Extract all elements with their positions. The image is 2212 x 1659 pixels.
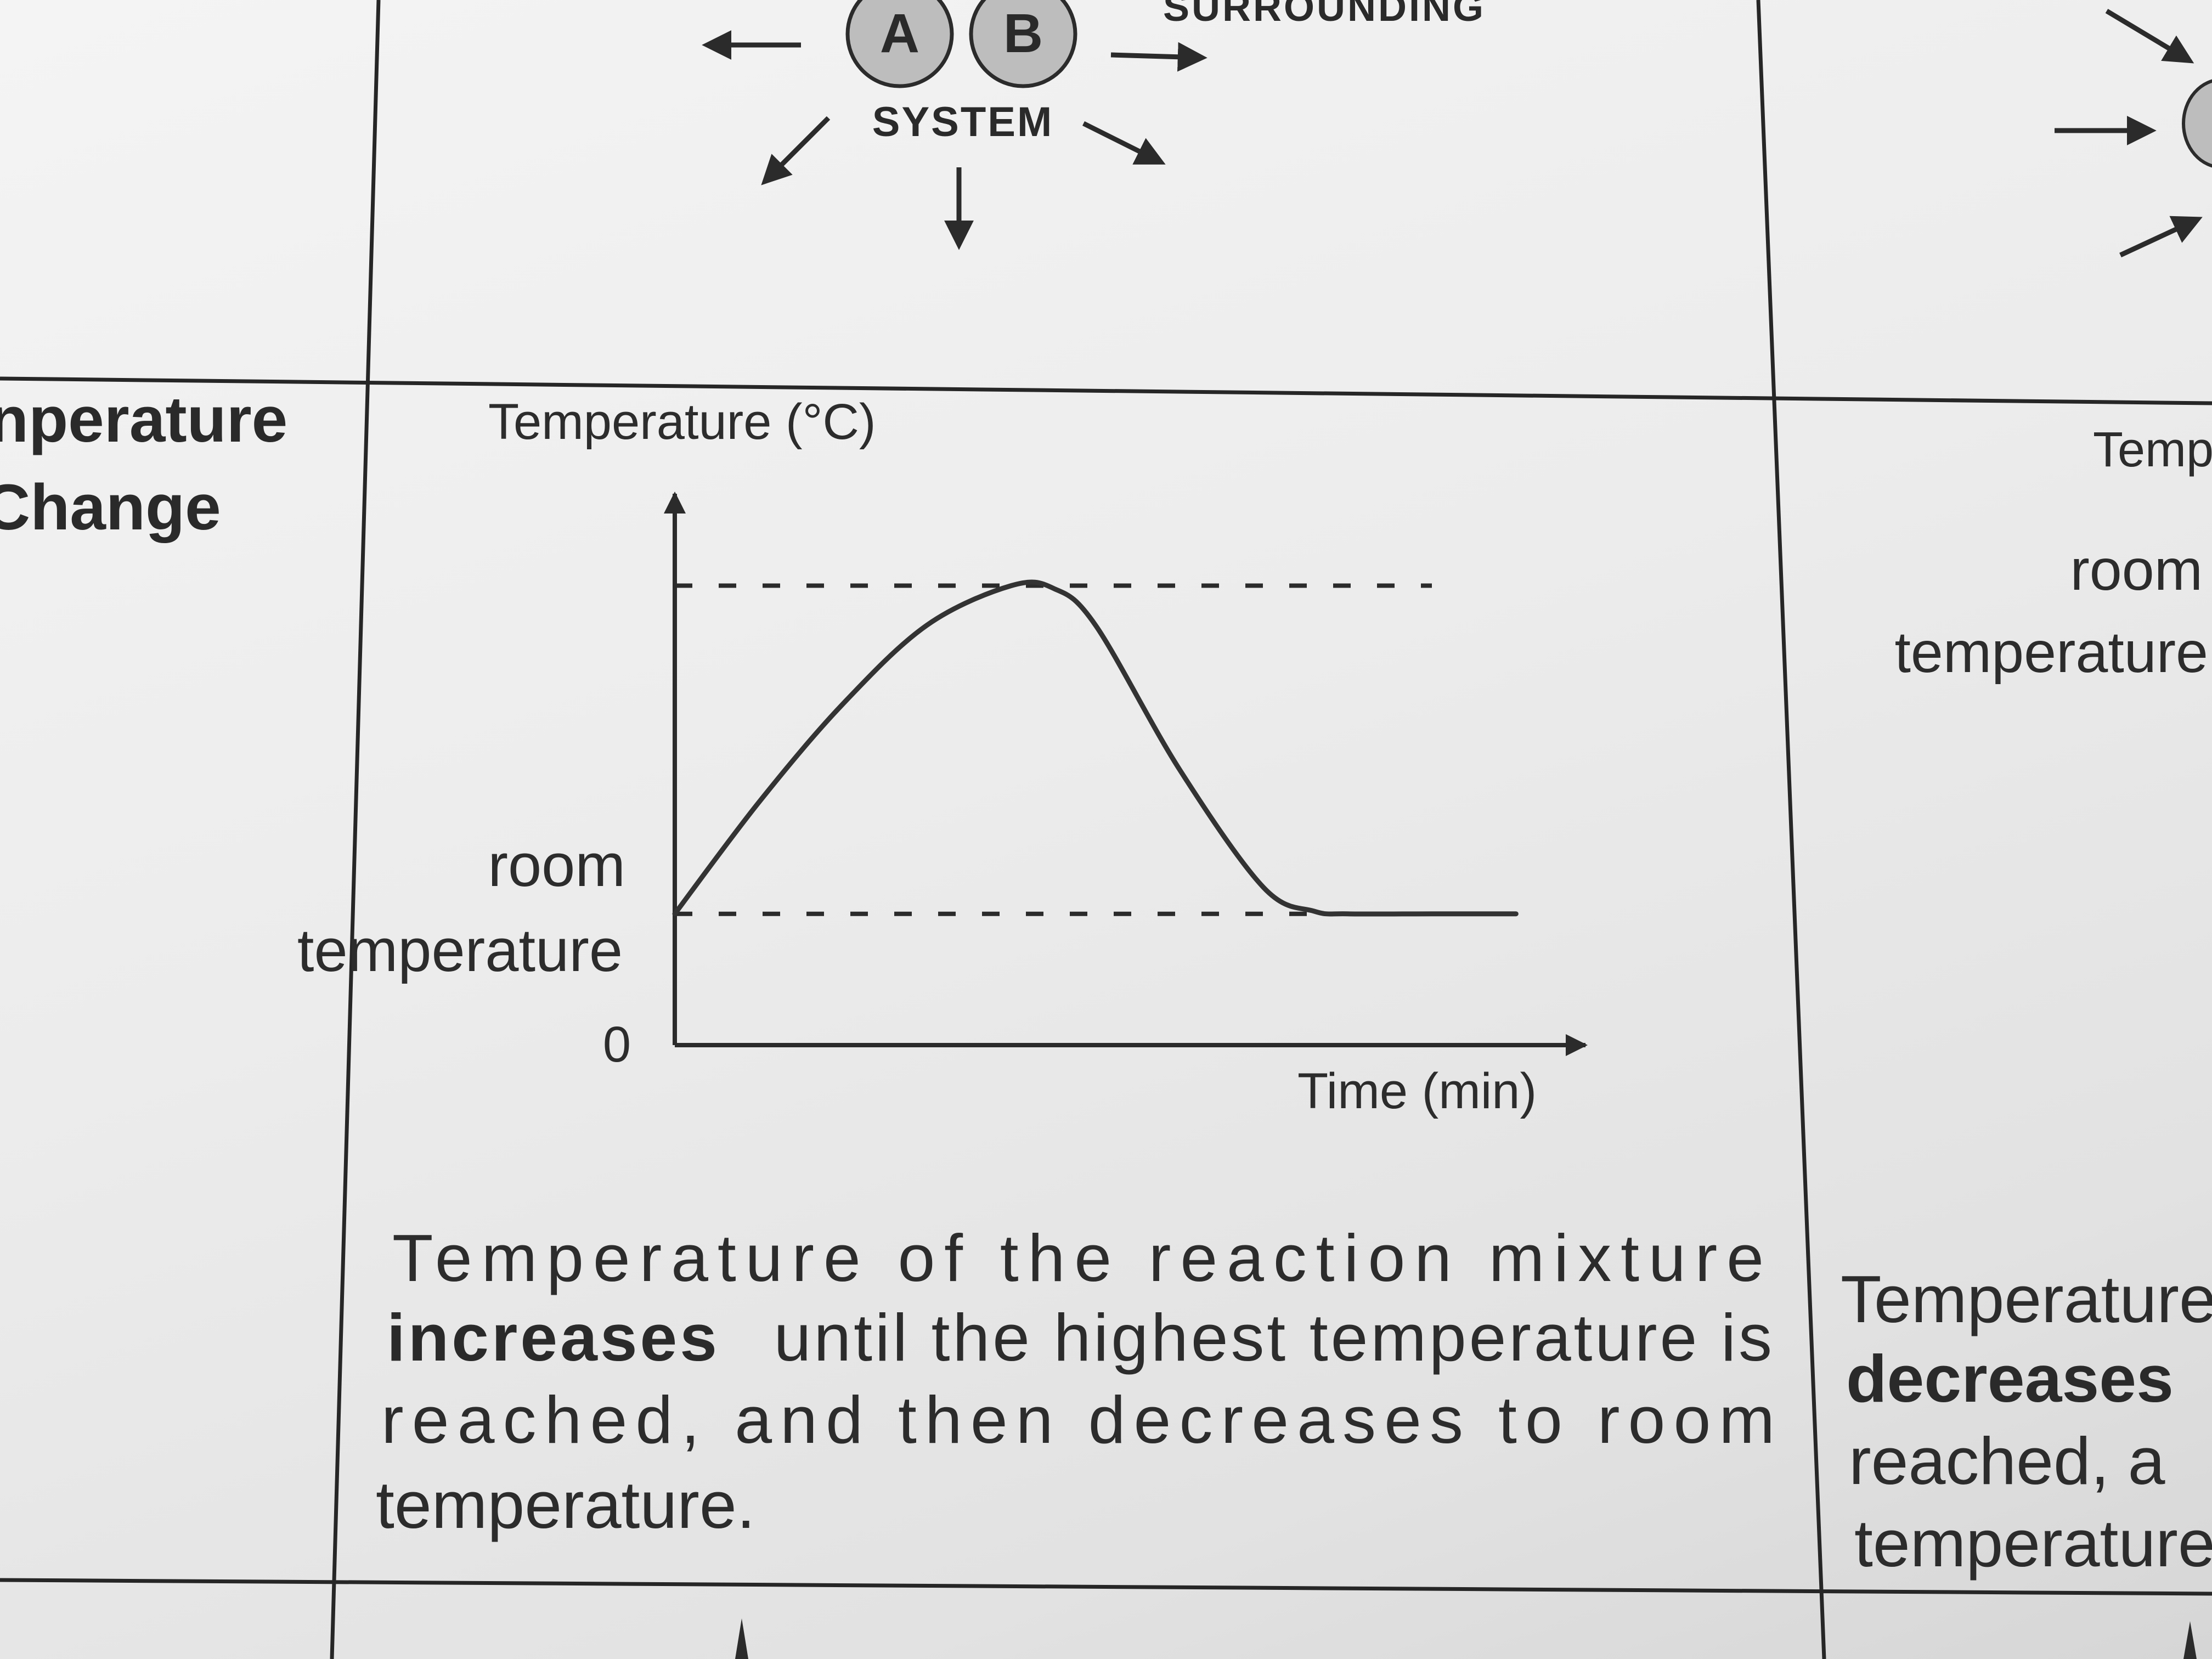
description-line-2-rest: until the highest temperature is [774, 1300, 1772, 1375]
left-column-heading: nperature Change [0, 383, 287, 544]
table-divider-left [330, 0, 381, 1659]
arrow-down-left-icon [761, 116, 831, 185]
heading-line-1: nperature [0, 383, 287, 456]
system-label: SYSTEM [872, 99, 1054, 145]
origin-label: 0 [603, 1017, 631, 1073]
description-line-3: reached, and then decreases to room [381, 1383, 1775, 1457]
surrounding-label: SURROUNDING [1163, 0, 1486, 30]
right-text-line-1: Temperature [1841, 1262, 2212, 1336]
arrow-in-top-icon [2105, 9, 2194, 64]
right-text-line-2: decreases [1846, 1341, 2174, 1416]
particle-b: B [969, 0, 1077, 88]
arrow-right-icon [1110, 42, 1207, 72]
system-surrounding-diagram: SURROUNDING A B SYSTEM [702, 0, 1486, 250]
right-y-axis-label: Temp [2093, 422, 2212, 477]
heading-line-2: Change [0, 471, 221, 544]
bottom-arrow-icon [735, 1618, 748, 1659]
bottom-right-arrow-icon [2183, 1621, 2197, 1659]
right-partial-particle [2182, 79, 2212, 168]
table-row-divider-top [0, 376, 2212, 405]
table-divider-right [1756, 0, 1826, 1659]
temperature-curve-0 [672, 579, 1519, 917]
series-layer [672, 579, 1519, 917]
temperature-time-chart: Temperature (°C) Time (min) 0 room tempe… [297, 394, 1588, 1119]
description-line-2: increases until the highest temperature … [387, 1300, 1772, 1375]
y-axis-label: Temperature (°C) [488, 394, 876, 450]
particle-a-label: A [880, 3, 919, 64]
room-temperature-label-line-1: room [488, 832, 625, 899]
right-room-label-line-1: room [2070, 538, 2203, 602]
description-paragraph: Temperature of the reaction mixture incr… [376, 1221, 1775, 1542]
room-temperature-label-line-2: temperature [297, 917, 623, 984]
right-room-label-line-2: temperature [1894, 620, 2208, 685]
right-text-line-3: reached, a [1849, 1424, 2165, 1498]
particle-a: A [845, 0, 954, 88]
description-bold-increases: increases [387, 1300, 717, 1375]
particle-b-label: B [1003, 3, 1043, 64]
arrow-in-bottom-icon [2119, 216, 2203, 258]
right-partial-diagram [2055, 9, 2203, 258]
x-axis-label: Time (min) [1297, 1063, 1537, 1119]
arrow-down-right-icon [1082, 121, 1166, 165]
description-line-1: Temperature of the reaction mixture [392, 1221, 1764, 1295]
description-line-4: temperature. [376, 1468, 755, 1542]
right-column: Temp room temperature Temperature decrea… [1841, 422, 2212, 1581]
right-text-line-4: temperature [1854, 1506, 2212, 1581]
table-row-divider-bottom [0, 1578, 2212, 1596]
